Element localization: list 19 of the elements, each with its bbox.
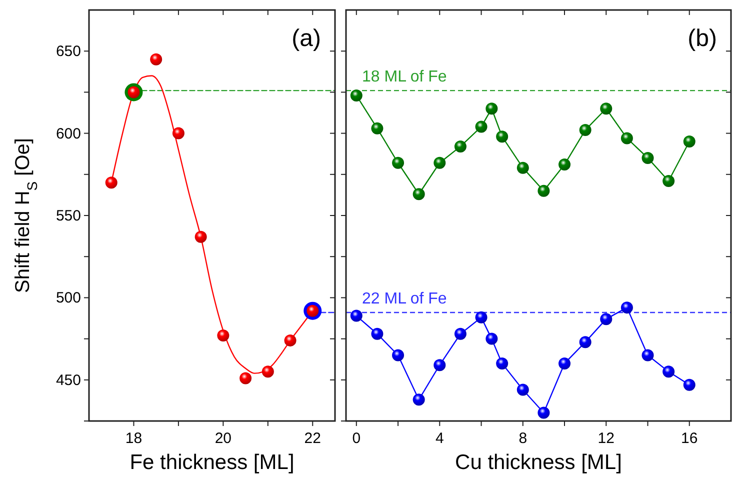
x-tick-label: 16 xyxy=(681,430,698,447)
annotation: (b) xyxy=(688,25,717,52)
x-tick-label: 12 xyxy=(598,430,614,447)
x-tick-label: 4 xyxy=(435,430,444,447)
x-axis-title: Fe thickness [ML] xyxy=(130,451,294,474)
y-tick-label: 650 xyxy=(56,43,81,60)
y-tick-label: 500 xyxy=(56,290,81,307)
y-tick-label: 450 xyxy=(56,372,81,389)
ref-line-label: 18 ML of Fe xyxy=(362,68,447,86)
x-tick-label: 22 xyxy=(304,430,321,447)
x-axis-title: Cu thickness [ML] xyxy=(455,451,622,474)
y-tick-label: 550 xyxy=(56,208,81,224)
ref-line-label: 22 ML of Fe xyxy=(362,290,447,308)
y-tick-label: 600 xyxy=(56,125,81,142)
x-tick-label: 20 xyxy=(214,430,232,447)
x-tick-label: 18 xyxy=(125,430,142,447)
x-tick-label: 0 xyxy=(352,430,361,447)
annotation: (a) xyxy=(292,25,321,52)
x-tick-label: 8 xyxy=(518,430,528,447)
